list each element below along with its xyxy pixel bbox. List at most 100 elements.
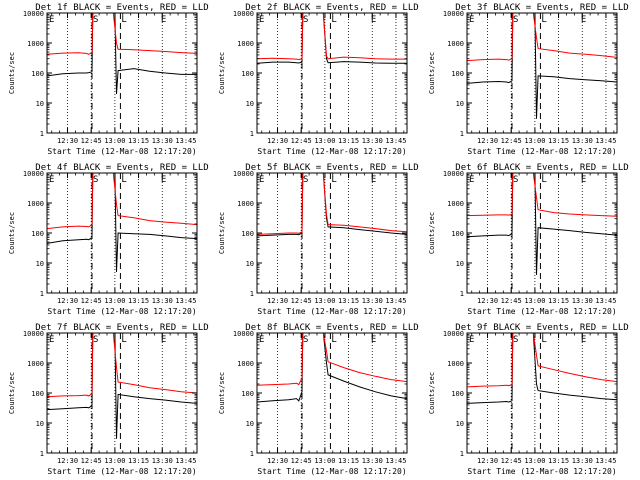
- y-axis-label: Counts/sec: [428, 372, 436, 414]
- event-marker-e2: E: [581, 335, 586, 345]
- y-tick-label: 10000: [443, 330, 464, 338]
- y-tick-label: 1000: [237, 40, 254, 48]
- x-tick-label: 13:00: [314, 137, 335, 145]
- event-marker-e1: E: [259, 15, 264, 25]
- y-tick-label: 1: [460, 290, 464, 298]
- y-tick-label: 1000: [27, 360, 44, 368]
- x-tick-label: 12:45: [501, 457, 522, 465]
- event-marker-l: L: [121, 175, 126, 185]
- series-line-lld: [467, 173, 617, 217]
- x-tick-label: 13:00: [104, 137, 125, 145]
- series-line-lld: [257, 173, 407, 235]
- x-tick-label: 13:15: [128, 137, 149, 145]
- panel-det-6: Det 6f BLACK = Events, RED = LLD Start Ti…: [428, 163, 629, 316]
- event-marker-e1: E: [49, 335, 54, 345]
- x-tick-label: 13:15: [548, 457, 569, 465]
- y-axis-label: Counts/sec: [428, 212, 436, 254]
- y-tick-label: 1: [250, 290, 254, 298]
- panel-det-4: Det 4f BLACK = Events, RED = LLD Start Ti…: [8, 163, 209, 316]
- y-tick-label: 1000: [27, 200, 44, 208]
- y-tick-label: 100: [241, 390, 254, 398]
- x-tick-label: 13:15: [338, 137, 359, 145]
- panel-det-8: Det 8f BLACK = Events, RED = LLD Start Ti…: [218, 323, 419, 476]
- x-tick-label: 12:45: [81, 297, 102, 305]
- y-tick-label: 10000: [23, 170, 44, 178]
- x-tick-label: 13:30: [572, 457, 593, 465]
- series-line-events: [257, 13, 407, 64]
- event-marker-e2: E: [161, 15, 166, 25]
- x-tick-label: 13:45: [175, 457, 196, 465]
- y-axis-label: Counts/sec: [218, 212, 226, 254]
- event-marker-e1: E: [259, 175, 264, 185]
- x-tick-label: 13:45: [385, 137, 406, 145]
- panel-title: Det 6f BLACK = Events, RED = LLD: [455, 163, 628, 173]
- x-axis-label: Start Time (12-Mar-08 12:17:20): [257, 147, 406, 156]
- panel-title: Det 4f BLACK = Events, RED = LLD: [35, 163, 208, 173]
- panel-det-5: Det 5f BLACK = Events, RED = LLD Start Ti…: [218, 163, 419, 316]
- y-tick-label: 100: [241, 70, 254, 78]
- event-marker-s: S: [303, 175, 308, 185]
- x-tick-label: 12:30: [57, 297, 78, 305]
- x-tick-label: 13:00: [314, 297, 335, 305]
- y-tick-label: 100: [451, 70, 464, 78]
- y-tick-label: 1: [40, 130, 44, 138]
- x-tick-label: 12:45: [81, 137, 102, 145]
- event-marker-l: L: [331, 15, 336, 25]
- y-tick-label: 100: [451, 390, 464, 398]
- y-tick-label: 100: [31, 70, 44, 78]
- y-tick-label: 1: [40, 290, 44, 298]
- y-tick-label: 10000: [233, 330, 254, 338]
- y-axis-label: Counts/sec: [428, 52, 436, 94]
- x-tick-label: 12:30: [477, 297, 498, 305]
- x-tick-label: 13:30: [152, 297, 173, 305]
- x-tick-label: 12:30: [267, 457, 288, 465]
- x-axis-label: Start Time (12-Mar-08 12:17:20): [47, 147, 196, 156]
- event-marker-l: L: [541, 15, 546, 25]
- event-marker-s: S: [513, 175, 518, 185]
- panel-title: Det 8f BLACK = Events, RED = LLD: [245, 323, 418, 333]
- event-marker-e1: E: [49, 175, 54, 185]
- series-line-events: [467, 173, 617, 275]
- x-tick-label: 12:30: [477, 137, 498, 145]
- x-tick-label: 13:30: [572, 297, 593, 305]
- x-tick-label: 12:30: [267, 137, 288, 145]
- x-tick-label: 13:00: [314, 457, 335, 465]
- series-line-lld: [467, 13, 617, 62]
- x-tick-label: 13:45: [595, 457, 616, 465]
- y-axis-label: Counts/sec: [218, 372, 226, 414]
- series-line-lld: [47, 333, 197, 398]
- x-tick-label: 13:15: [338, 297, 359, 305]
- x-tick-label: 12:30: [477, 457, 498, 465]
- series-line-events: [467, 13, 617, 119]
- event-marker-s: S: [513, 335, 518, 345]
- y-tick-label: 10: [36, 420, 44, 428]
- y-tick-label: 1: [250, 130, 254, 138]
- series-line-lld: [257, 333, 407, 386]
- x-tick-label: 13:15: [128, 457, 149, 465]
- y-tick-label: 100: [31, 390, 44, 398]
- series-line-events: [47, 173, 197, 273]
- y-tick-label: 1: [250, 450, 254, 458]
- panel-det-2: Det 2f BLACK = Events, RED = LLD Start Ti…: [218, 3, 419, 156]
- x-axis-label: Start Time (12-Mar-08 12:17:20): [257, 307, 406, 316]
- x-tick-label: 13:45: [175, 297, 196, 305]
- x-tick-label: 13:00: [104, 297, 125, 305]
- event-marker-s: S: [93, 175, 98, 185]
- x-tick-label: 13:15: [548, 137, 569, 145]
- series-line-events: [257, 173, 407, 237]
- panel-title: Det 9f BLACK = Events, RED = LLD: [455, 323, 628, 333]
- x-tick-label: 13:15: [548, 297, 569, 305]
- event-marker-e2: E: [371, 335, 376, 345]
- event-marker-e2: E: [371, 175, 376, 185]
- x-tick-label: 13:30: [362, 137, 383, 145]
- y-tick-label: 100: [241, 230, 254, 238]
- series-line-events: [257, 333, 407, 403]
- event-marker-s: S: [93, 15, 98, 25]
- x-tick-label: 13:30: [572, 137, 593, 145]
- x-tick-label: 13:00: [524, 457, 545, 465]
- x-tick-label: 13:45: [175, 137, 196, 145]
- event-marker-e1: E: [469, 15, 474, 25]
- series-line-lld: [47, 13, 197, 55]
- y-tick-label: 10000: [23, 330, 44, 338]
